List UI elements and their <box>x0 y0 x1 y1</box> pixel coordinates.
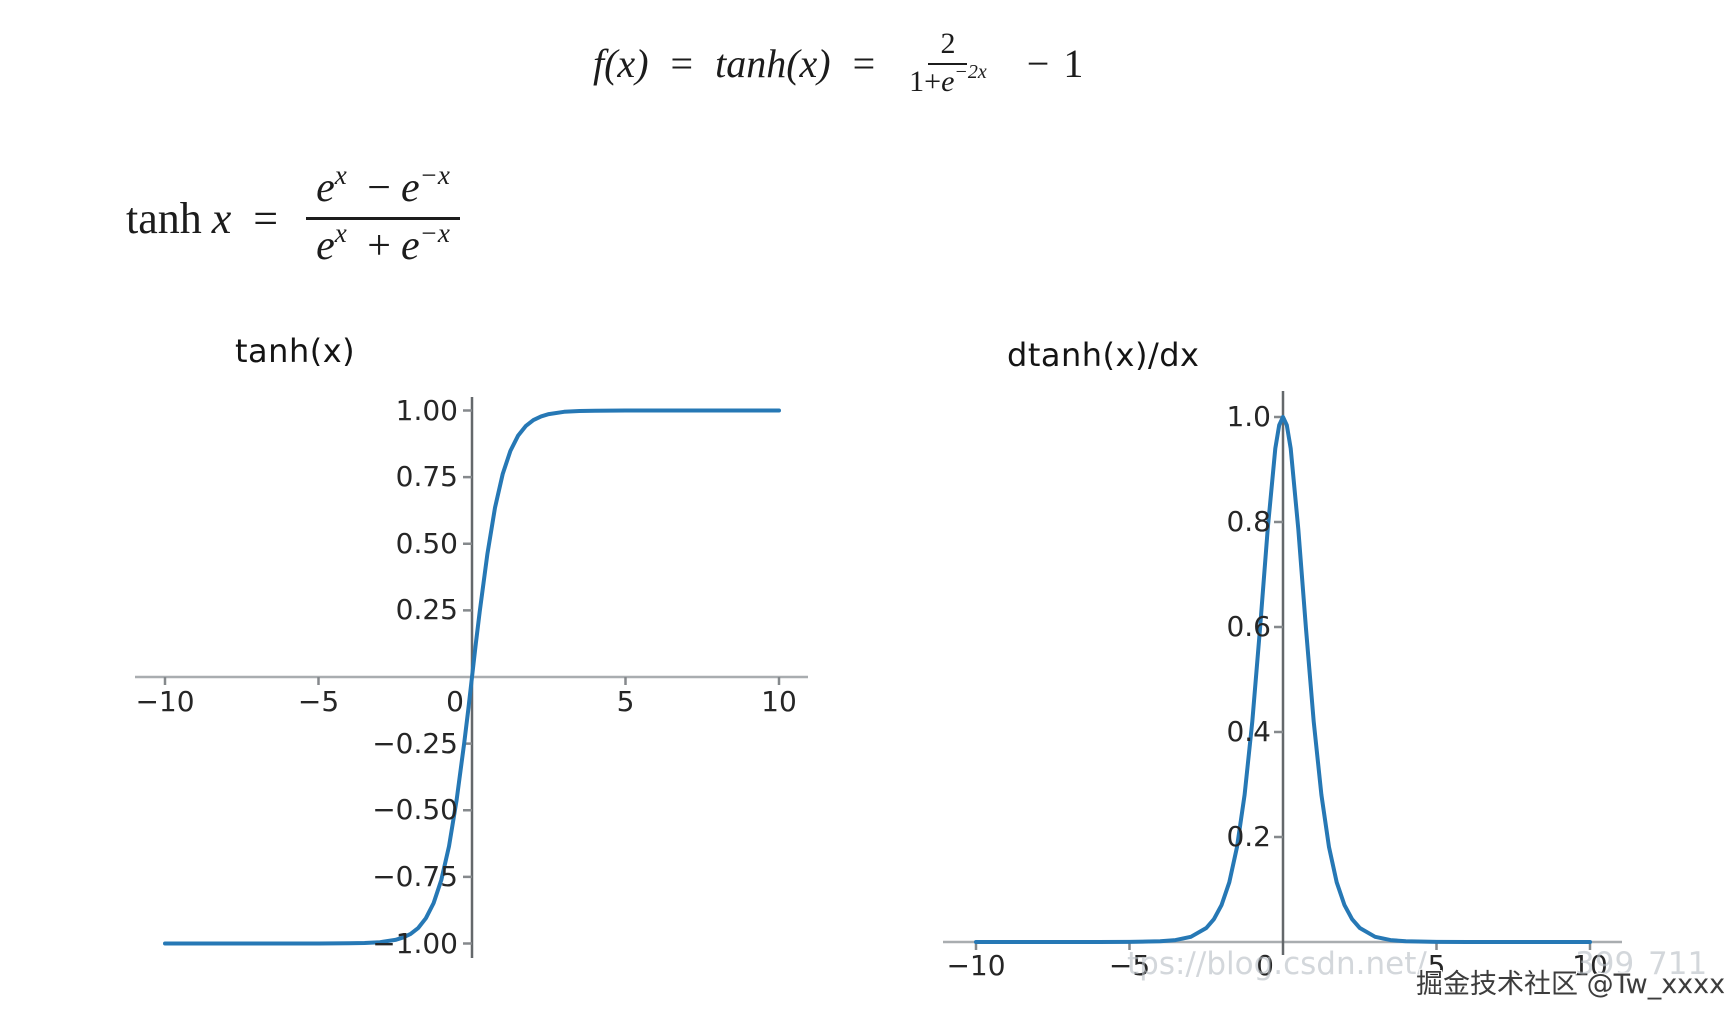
y-tick-label: 0.8 <box>1226 505 1271 538</box>
formula-fx-tanh: f(x) = tanh(x) = 2 1+e−2x −1 <box>593 24 1083 102</box>
y-tick-label: 1.00 <box>395 393 458 427</box>
x-tick-label: −10 <box>135 685 195 718</box>
y-tick-label: −0.50 <box>372 793 458 827</box>
formula-tanh-definition: tanh x = ex − e−x ex + e−x <box>126 158 460 278</box>
formula2-equals: = <box>253 193 279 243</box>
formula1-fraction: 2 1+e−2x <box>897 27 999 100</box>
y-tick-label: 0.6 <box>1226 610 1271 643</box>
x-tick-label: −5 <box>297 685 340 718</box>
x-tick-label: −5 <box>1108 949 1151 982</box>
formula2-fraction: ex − e−x ex + e−x <box>306 162 460 274</box>
y-tick-label: −0.25 <box>372 726 458 760</box>
formula2-numerator: ex − e−x <box>306 162 460 220</box>
y-tick-label: 0.25 <box>395 593 458 627</box>
y-tick-label: 0.75 <box>395 460 458 494</box>
x-tick-label: 0 <box>1256 949 1274 982</box>
y-tick-label: 0.50 <box>395 526 458 560</box>
curve-tanh <box>163 408 781 946</box>
formula1-mid: tanh(x) <box>715 40 831 86</box>
formula1-denominator: 1+e−2x <box>909 61 987 98</box>
x-tick-label: 0 <box>446 685 464 718</box>
formula1-numerator: 2 <box>928 27 968 65</box>
y-tick-label: −1.00 <box>372 926 458 960</box>
watermark-brand: 掘金技术社区 @Tw_xxxx <box>1416 969 1726 1000</box>
formula1-tail: −1 <box>1026 40 1084 86</box>
formula2-variable: x <box>211 193 232 243</box>
y-tick-label: 0.4 <box>1226 715 1271 748</box>
formula1-equals-2: = <box>852 40 876 86</box>
y-tick-label: −0.75 <box>372 859 458 893</box>
x-tick-label: 10 <box>1572 949 1608 982</box>
formula2-lhs: tanh <box>126 193 202 243</box>
formula1-equals-1: = <box>670 40 694 86</box>
x-tick-label: 5 <box>1427 949 1446 982</box>
watermark-url-mid: 399 <box>1575 946 1635 982</box>
x-tick-label: −10 <box>946 949 1006 982</box>
watermark-url-left: tps://blog.csdn.net/ <box>1127 946 1427 982</box>
x-tick-label: 5 <box>616 685 635 718</box>
formula1-lhs: f(x) <box>593 40 649 86</box>
y-tick-label: 1.0 <box>1226 400 1271 433</box>
curve-dtanh-dx <box>974 415 1592 944</box>
left-plot-title: tanh(x) <box>235 332 356 370</box>
formula2-denominator: ex + e−x <box>316 217 450 269</box>
x-tick-label: 10 <box>761 685 797 718</box>
watermark-url-right: 711 <box>1648 946 1708 982</box>
y-tick-label: 0.2 <box>1226 820 1271 853</box>
right-plot-title: dtanh(x)/dx <box>1007 336 1200 374</box>
